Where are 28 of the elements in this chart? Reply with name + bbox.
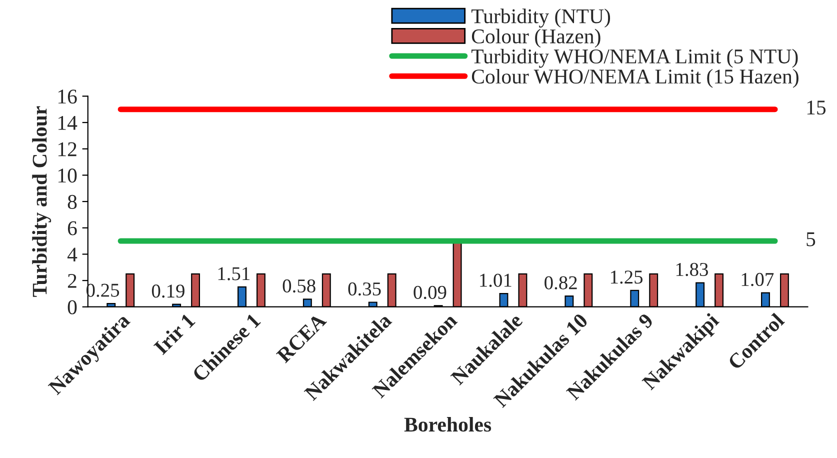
y-tick-label: 8 [68, 194, 77, 209]
y-tick-label: 10 [58, 168, 77, 183]
x-axis-title: Boreholes [404, 417, 492, 432]
legend-label: Colour WHO/NEMA Limit (15 Hazen) [472, 68, 798, 88]
legend-label: Turbidity WHO/NEMA Limit (5 NTU) [471, 48, 798, 68]
data-label: 0.58 [282, 279, 316, 293]
data-label: 0.82 [544, 276, 577, 290]
annotation: 15 [807, 100, 826, 115]
data-label: 1.25 [610, 270, 643, 284]
y-tick-label: 16 [58, 90, 77, 104]
x-tick-label: Irir 1 [152, 312, 196, 356]
data-label: 0.19 [152, 284, 184, 298]
y-axis-title: Turbidity and Colour [32, 106, 52, 297]
legend-label: Colour (Hazen) [472, 28, 600, 48]
annotation: 5 [806, 232, 816, 246]
data-label: 0.35 [348, 282, 381, 296]
y-tick-label: 6 [68, 221, 77, 236]
y-tick-label: 14 [58, 116, 78, 130]
data-label: 1.07 [742, 272, 774, 286]
y-tick-label: 4 [67, 248, 78, 262]
legend-label: Turbidity (NTU) [471, 8, 610, 28]
y-tick-label: 12 [58, 142, 76, 156]
data-label: 1.01 [480, 274, 512, 287]
data-label: 0.09 [414, 286, 446, 300]
y-tick-label: 0 [68, 300, 77, 314]
y-tick-label: 2 [68, 274, 76, 288]
data-label: 1.51 [218, 267, 250, 280]
data-label: 1.83 [676, 262, 708, 276]
